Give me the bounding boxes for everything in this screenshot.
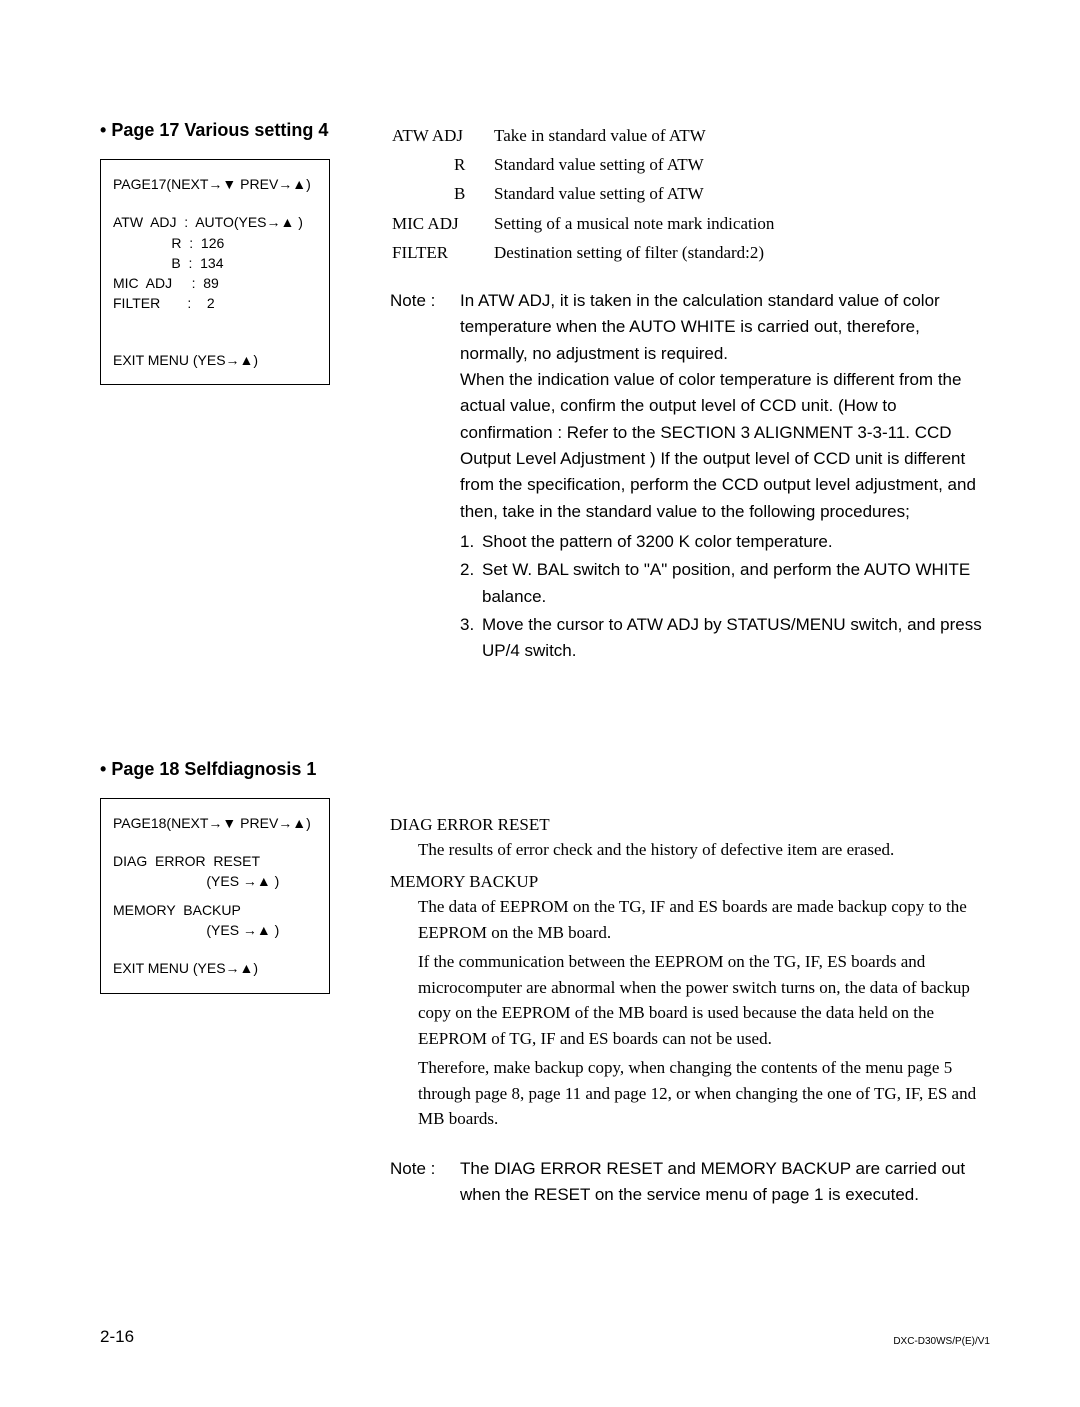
step-num: 3. (460, 612, 482, 638)
menu-box-page18: PAGE18(NEXT→▼ PREV→▲) DIAG ERROR RESET (… (100, 798, 330, 994)
section2-title: Page 18 Selfdiagnosis 1 (100, 759, 990, 780)
note-paragraph: In ATW ADJ, it is taken in the calculati… (460, 288, 990, 367)
note-paragraph: When the indication value of color tempe… (460, 367, 990, 525)
menu18-line: MEMORY BACKUP (113, 900, 317, 920)
menu17-line: B : 134 (113, 253, 317, 273)
doc-id: DXC-D30WS/P(E)/V1 (893, 1336, 990, 1347)
menu-box-page17: PAGE17(NEXT→▼ PREV→▲) ATW ADJ : AUTO(YES… (100, 159, 330, 385)
note-row: Note : In ATW ADJ, it is taken in the ca… (390, 288, 990, 665)
menu18-line: (YES →▲ ) (113, 920, 317, 940)
note-key: Note : (390, 288, 460, 665)
step-text: Shoot the pattern of 3200 K color temper… (482, 532, 833, 551)
section1-title: Page 17 Various setting 4 (100, 120, 380, 141)
menu-gap (113, 314, 317, 332)
def-row: B Standard value setting of ATW (392, 180, 774, 207)
menu-gap (113, 833, 317, 851)
item-body: The data of EEPROM on the TG, IF and ES … (390, 894, 990, 1132)
note-body: In ATW ADJ, it is taken in the calculati… (460, 288, 990, 665)
left-column-1: Page 17 Various setting 4 PAGE17(NEXT→▼ … (100, 120, 380, 385)
menu18-header: PAGE18(NEXT→▼ PREV→▲) (113, 813, 317, 833)
note-row: Note : The DIAG ERROR RESET and MEMORY B… (390, 1156, 990, 1209)
section2-row: PAGE18(NEXT→▼ PREV→▲) DIAG ERROR RESET (… (100, 798, 990, 1209)
menu-gap (113, 892, 317, 900)
menu17-line: FILTER : 2 (113, 293, 317, 313)
menu18-exit: EXIT MENU (YES→▲) (113, 958, 317, 978)
page: Page 17 Various setting 4 PAGE17(NEXT→▼ … (0, 0, 1080, 1407)
menu-gap (113, 940, 317, 958)
step-text: Move the cursor to ATW ADJ by STATUS/MEN… (482, 615, 982, 660)
step-text: Set W. BAL switch to "A" position, and p… (482, 560, 970, 605)
def-text: Setting of a musical note mark indicatio… (494, 210, 774, 237)
right-column-1: ATW ADJ Take in standard value of ATW R … (380, 120, 990, 665)
def-label: ATW ADJ (392, 122, 492, 149)
def-text: Standard value setting of ATW (494, 151, 774, 178)
def-label: R (392, 151, 492, 178)
menu17-line: R : 126 (113, 233, 317, 253)
note-block-1: Note : In ATW ADJ, it is taken in the ca… (390, 288, 990, 665)
menu18-line: DIAG ERROR RESET (113, 851, 317, 871)
note-body: The DIAG ERROR RESET and MEMORY BACKUP a… (460, 1156, 990, 1209)
menu-gap (113, 194, 317, 212)
note-step: 1.Shoot the pattern of 3200 K color temp… (460, 529, 990, 555)
step-num: 2. (460, 557, 482, 583)
section-page18: Page 18 Selfdiagnosis 1 PAGE18(NEXT→▼ PR… (100, 759, 990, 1209)
note-key: Note : (390, 1156, 460, 1209)
menu17-exit: EXIT MENU (YES→▲) (113, 350, 317, 370)
def-label: B (392, 180, 492, 207)
note-block-2: Note : The DIAG ERROR RESET and MEMORY B… (390, 1156, 990, 1209)
def-row: ATW ADJ Take in standard value of ATW (392, 122, 774, 149)
def-label: MIC ADJ (392, 210, 492, 237)
item-heading: DIAG ERROR RESET (390, 812, 990, 838)
definitions-table: ATW ADJ Take in standard value of ATW R … (390, 120, 776, 268)
def-text: Standard value setting of ATW (494, 180, 774, 207)
page-number: 2-16 (100, 1327, 134, 1347)
step-num: 1. (460, 529, 482, 555)
menu17-line: MIC ADJ : 89 (113, 273, 317, 293)
note-steps: 1.Shoot the pattern of 3200 K color temp… (460, 529, 990, 665)
note-step: 2.Set W. BAL switch to "A" position, and… (460, 557, 990, 610)
menu17-line: ATW ADJ : AUTO(YES→▲ ) (113, 212, 317, 232)
left-column-2: PAGE18(NEXT→▼ PREV→▲) DIAG ERROR RESET (… (100, 798, 380, 994)
def-text: Destination setting of filter (standard:… (494, 239, 774, 266)
item-block: MEMORY BACKUP The data of EEPROM on the … (390, 869, 990, 1132)
item-body: The results of error check and the histo… (390, 837, 990, 863)
item-block: DIAG ERROR RESET The results of error ch… (390, 812, 990, 863)
def-label: FILTER (392, 239, 492, 266)
menu18-line: (YES →▲ ) (113, 871, 317, 891)
note-step: 3.Move the cursor to ATW ADJ by STATUS/M… (460, 612, 990, 665)
menu-gap (113, 332, 317, 350)
def-row: R Standard value setting of ATW (392, 151, 774, 178)
def-row: MIC ADJ Setting of a musical note mark i… (392, 210, 774, 237)
def-row: FILTER Destination setting of filter (st… (392, 239, 774, 266)
item-heading: MEMORY BACKUP (390, 869, 990, 895)
menu17-header: PAGE17(NEXT→▼ PREV→▲) (113, 174, 317, 194)
def-text: Take in standard value of ATW (494, 122, 774, 149)
section-page17: Page 17 Various setting 4 PAGE17(NEXT→▼ … (100, 120, 990, 665)
right-column-2: DIAG ERROR RESET The results of error ch… (380, 798, 990, 1209)
